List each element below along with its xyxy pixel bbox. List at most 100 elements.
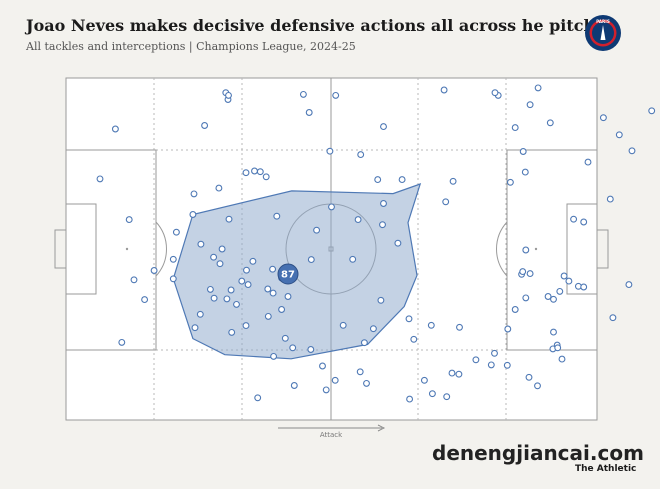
action-point bbox=[504, 325, 512, 333]
action-point bbox=[526, 270, 534, 278]
action-point bbox=[210, 253, 218, 261]
action-point bbox=[210, 294, 218, 302]
action-point bbox=[269, 289, 277, 297]
action-point bbox=[570, 215, 578, 223]
right-penalty-arc bbox=[496, 221, 508, 277]
centroid-circle bbox=[277, 263, 299, 285]
action-point bbox=[201, 122, 209, 129]
action-point bbox=[420, 376, 428, 384]
action-point bbox=[487, 361, 495, 369]
action-point bbox=[251, 167, 258, 175]
action-point bbox=[96, 175, 104, 183]
action-point bbox=[141, 296, 149, 304]
action-point bbox=[558, 355, 566, 363]
action-point bbox=[307, 346, 315, 353]
action-point bbox=[546, 119, 554, 127]
action-point bbox=[270, 352, 278, 360]
action-point bbox=[443, 393, 451, 401]
action-point bbox=[521, 168, 529, 176]
left-penalty-spot bbox=[125, 247, 129, 251]
action-point bbox=[628, 147, 636, 155]
action-point bbox=[511, 124, 519, 132]
action-point bbox=[307, 256, 315, 264]
attack-direction: Attack bbox=[278, 424, 386, 439]
action-point bbox=[289, 344, 297, 352]
attack-label: Attack bbox=[320, 431, 343, 439]
action-point bbox=[273, 212, 281, 220]
action-point bbox=[427, 321, 435, 329]
centroid-label: 87 bbox=[281, 270, 295, 281]
action-point bbox=[284, 293, 292, 300]
action-point bbox=[189, 211, 197, 218]
action-point bbox=[262, 173, 270, 181]
action-point bbox=[242, 322, 250, 330]
action-point bbox=[550, 328, 557, 336]
left-penalty-arc bbox=[155, 221, 167, 277]
action-point bbox=[428, 390, 436, 398]
action-point bbox=[190, 190, 198, 198]
action-point bbox=[354, 216, 362, 224]
action-point bbox=[648, 107, 656, 115]
action-point bbox=[206, 285, 214, 293]
action-point bbox=[405, 315, 413, 323]
action-point bbox=[560, 272, 568, 280]
crest-tower bbox=[600, 25, 606, 40]
action-point bbox=[448, 369, 456, 377]
action-point bbox=[331, 376, 339, 384]
action-point bbox=[326, 147, 334, 155]
left-goal bbox=[54, 229, 67, 269]
action-point bbox=[244, 281, 252, 289]
action-point bbox=[522, 294, 530, 302]
action-point bbox=[374, 176, 382, 184]
action-point bbox=[169, 275, 177, 283]
action-point bbox=[332, 91, 340, 99]
action-point bbox=[380, 123, 387, 131]
action-point bbox=[264, 312, 272, 320]
action-point bbox=[442, 198, 450, 206]
action-point bbox=[580, 218, 588, 226]
action-point bbox=[406, 395, 414, 403]
action-point bbox=[281, 334, 289, 342]
chart-subtitle: All tackles and interceptions | Champion… bbox=[26, 40, 356, 53]
action-point bbox=[249, 257, 257, 265]
action-point bbox=[506, 178, 514, 186]
action-point bbox=[278, 306, 286, 313]
action-point bbox=[363, 379, 370, 387]
action-point bbox=[511, 306, 519, 313]
action-point bbox=[290, 382, 298, 389]
action-point bbox=[625, 281, 633, 289]
action-point bbox=[339, 321, 347, 329]
action-point bbox=[269, 265, 277, 273]
action-point bbox=[322, 386, 330, 394]
source-label: The Athletic bbox=[575, 464, 637, 474]
action-point bbox=[111, 125, 119, 133]
action-point bbox=[556, 287, 564, 295]
action-point bbox=[243, 266, 250, 274]
action-point bbox=[172, 228, 180, 236]
action-point bbox=[599, 114, 607, 122]
action-point bbox=[356, 368, 364, 376]
action-point bbox=[503, 361, 511, 369]
action-point bbox=[615, 131, 623, 139]
action-point bbox=[491, 89, 499, 97]
crest-text: PARIS bbox=[596, 19, 610, 24]
action-point bbox=[150, 267, 158, 274]
action-point bbox=[223, 295, 231, 303]
action-point bbox=[449, 177, 457, 185]
action-point bbox=[534, 382, 541, 390]
action-point bbox=[565, 277, 573, 285]
centroid-marker: 87 bbox=[277, 263, 299, 285]
action-point bbox=[196, 310, 204, 318]
action-point bbox=[227, 286, 235, 294]
action-point bbox=[130, 276, 138, 284]
action-point bbox=[526, 101, 534, 109]
action-point bbox=[550, 295, 557, 303]
action-point bbox=[328, 203, 335, 211]
action-point bbox=[118, 338, 126, 346]
action-point bbox=[225, 91, 232, 99]
psg-crest-icon: PARIS bbox=[585, 15, 621, 51]
action-point bbox=[360, 339, 368, 347]
action-point bbox=[544, 293, 552, 300]
action-point bbox=[216, 260, 224, 268]
action-point bbox=[609, 314, 617, 322]
